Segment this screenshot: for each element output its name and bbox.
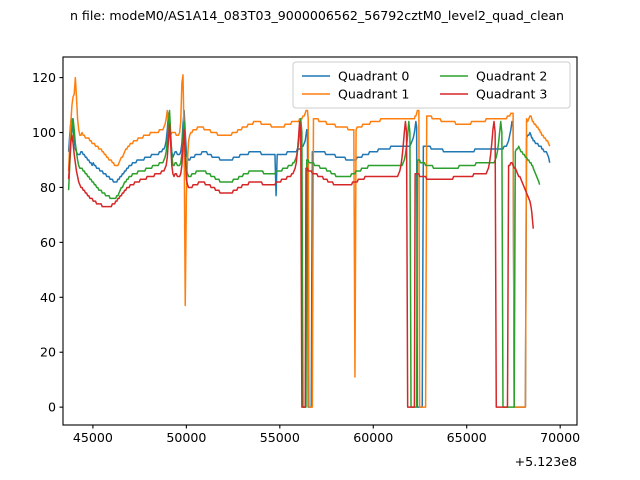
y-tick-label: 20 — [40, 345, 56, 360]
chart-legend: Quadrant 0 Quadrant 1 Quadrant 2 Quadrant 3 — [292, 61, 571, 109]
x-tick-label: 60000 — [353, 430, 393, 445]
legend-label-quadrant-3: Quadrant 3 — [476, 87, 547, 102]
y-tick-label: 100 — [32, 125, 56, 140]
axes-frame — [62, 56, 578, 426]
y-tick-label: 60 — [40, 235, 56, 250]
x-tick-label: 65000 — [447, 430, 487, 445]
legend-label-quadrant-2: Quadrant 2 — [476, 69, 547, 84]
x-tick-label: 70000 — [540, 430, 580, 445]
legend-background — [292, 61, 571, 109]
legend-label-quadrant-0: Quadrant 0 — [338, 69, 409, 84]
series-line-quadrant-3 — [67, 120, 535, 408]
y-tick-label: 80 — [40, 180, 56, 195]
series-line-quadrant-2 — [67, 109, 541, 408]
x-tick-label: 45000 — [73, 430, 113, 445]
series-line-quadrant-1 — [67, 74, 551, 408]
x-axis-ticks: 45000 50000 55000 60000 65000 70000 — [73, 425, 580, 445]
figure-title-text: n file: modeM0/AS1A14_083T03_9000006562_… — [69, 8, 565, 23]
y-axis-ticks: 0 20 40 60 80 100 120 — [32, 70, 63, 415]
x-tick-label: 50000 — [166, 430, 206, 445]
legend-label-quadrant-1: Quadrant 1 — [338, 87, 409, 102]
x-tick-label: 55000 — [260, 430, 300, 445]
figure-title: n file: modeM0/AS1A14_083T03_9000006562_… — [0, 8, 640, 24]
y-tick-label: 120 — [32, 70, 56, 85]
series-group — [67, 74, 551, 408]
axes-group: 45000 50000 55000 60000 65000 70000 0 20 40 60 80… — [32, 56, 580, 469]
x-axis-offset-label: +5.123e8 — [515, 454, 577, 469]
y-tick-label: 0 — [48, 400, 56, 415]
y-tick-label: 40 — [40, 290, 56, 305]
